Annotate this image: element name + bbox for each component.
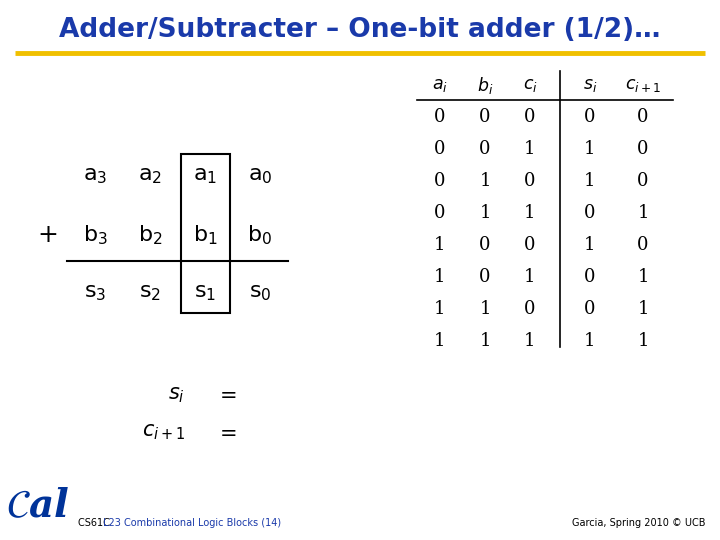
Text: 0: 0	[524, 108, 536, 126]
Text: $\mathrm{s_{2}}$: $\mathrm{s_{2}}$	[139, 281, 161, 303]
Text: 0: 0	[637, 172, 649, 190]
Text: 1: 1	[584, 172, 595, 190]
Bar	[181, 154, 230, 313]
Text: 0: 0	[584, 268, 595, 286]
Text: 0: 0	[637, 236, 649, 254]
Text: 0: 0	[434, 204, 446, 222]
Text: Adder/Subtracter – One-bit adder (1/2)…: Adder/Subtracter – One-bit adder (1/2)…	[59, 17, 661, 43]
Text: 1: 1	[584, 332, 595, 350]
Text: Garcia, Spring 2010 © UCB: Garcia, Spring 2010 © UCB	[572, 518, 706, 528]
Text: 0: 0	[584, 204, 595, 222]
Text: 1: 1	[480, 332, 491, 350]
Text: 1: 1	[480, 300, 491, 318]
Text: $a_i$: $a_i$	[432, 77, 448, 93]
Text: 1: 1	[434, 236, 446, 254]
Text: $c_{i+1}$: $c_{i+1}$	[142, 422, 185, 442]
Text: 0: 0	[637, 140, 649, 158]
Text: $c_i$: $c_i$	[523, 77, 537, 93]
Text: 0: 0	[584, 300, 595, 318]
Text: $\mathrm{a_{0}}$: $\mathrm{a_{0}}$	[248, 164, 272, 186]
Text: 0: 0	[524, 172, 536, 190]
Text: $=$: $=$	[215, 386, 236, 404]
Text: $\mathrm{s_{3}}$: $\mathrm{s_{3}}$	[84, 281, 106, 303]
Text: $=$: $=$	[215, 422, 236, 442]
Text: $b_i$: $b_i$	[477, 75, 493, 96]
Text: 1: 1	[637, 332, 649, 350]
Text: $\mathrm{b_{1}}$: $\mathrm{b_{1}}$	[193, 223, 217, 247]
Text: 0: 0	[434, 108, 446, 126]
Text: 1: 1	[524, 204, 536, 222]
Text: 0: 0	[434, 172, 446, 190]
Text: $s_i$: $s_i$	[168, 385, 185, 405]
Text: 0: 0	[524, 236, 536, 254]
Text: 1: 1	[524, 268, 536, 286]
Text: 1: 1	[637, 300, 649, 318]
Text: CS61C: CS61C	[78, 518, 113, 528]
Text: $\mathrm{b_{2}}$: $\mathrm{b_{2}}$	[138, 223, 162, 247]
Text: 0: 0	[480, 108, 491, 126]
Text: 1: 1	[524, 332, 536, 350]
Text: 0: 0	[584, 108, 595, 126]
Text: $\mathrm{s_{1}}$: $\mathrm{s_{1}}$	[194, 281, 216, 303]
Text: 0: 0	[480, 140, 491, 158]
Text: $c_{i+1}$: $c_{i+1}$	[625, 77, 661, 93]
Text: 1: 1	[524, 140, 536, 158]
Text: $s_i$: $s_i$	[582, 77, 597, 93]
Text: 1: 1	[480, 172, 491, 190]
Text: 0: 0	[434, 140, 446, 158]
Text: 1: 1	[434, 300, 446, 318]
Text: 0: 0	[637, 108, 649, 126]
Text: $\mathrm{b_{3}}$: $\mathrm{b_{3}}$	[83, 223, 107, 247]
Text: $+$: $+$	[37, 224, 57, 246]
Text: 1: 1	[637, 268, 649, 286]
Text: $\mathrm{s_{0}}$: $\mathrm{s_{0}}$	[248, 281, 271, 303]
Text: $\mathcal{C}$al: $\mathcal{C}$al	[6, 487, 70, 525]
Text: 0: 0	[524, 300, 536, 318]
Text: 1: 1	[584, 140, 595, 158]
Text: 0: 0	[480, 236, 491, 254]
Text: $\mathrm{a_{2}}$: $\mathrm{a_{2}}$	[138, 164, 162, 186]
Text: $\mathrm{b_{0}}$: $\mathrm{b_{0}}$	[248, 223, 273, 247]
Text: 1: 1	[637, 204, 649, 222]
Text: $\mathrm{a_{1}}$: $\mathrm{a_{1}}$	[193, 164, 217, 186]
Text: 0: 0	[480, 268, 491, 286]
Text: 1: 1	[480, 204, 491, 222]
Text: L23 Combinational Logic Blocks (14): L23 Combinational Logic Blocks (14)	[103, 518, 281, 528]
Text: $\mathrm{a_{3}}$: $\mathrm{a_{3}}$	[83, 164, 107, 186]
Text: 1: 1	[434, 268, 446, 286]
Text: 1: 1	[584, 236, 595, 254]
Text: 1: 1	[434, 332, 446, 350]
